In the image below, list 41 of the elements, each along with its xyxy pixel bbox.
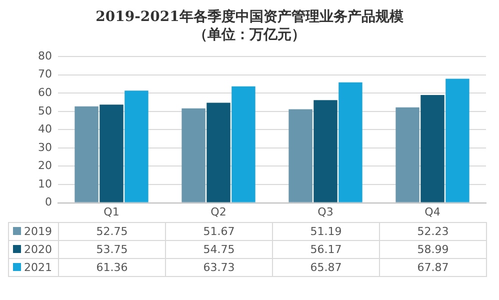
data-label: 58.99: [380, 240, 486, 258]
data-label: 52.23: [380, 222, 486, 240]
bar: [396, 107, 420, 202]
data-label: 65.87: [272, 258, 380, 276]
bar: [232, 86, 256, 202]
x-tick-label: Q4: [424, 205, 440, 218]
y-tick-label: 50: [38, 104, 52, 118]
bar: [338, 82, 362, 202]
bar: [288, 109, 312, 202]
y-tick-label: 40: [38, 122, 52, 136]
y-tick-label: 10: [38, 177, 52, 190]
data-label: 67.87: [380, 258, 486, 276]
legend-label: 2020: [8, 240, 58, 258]
y-tick-label: 0: [45, 196, 52, 209]
x-tick-label: Q1: [104, 205, 120, 218]
bar: [314, 100, 338, 202]
data-label: 56.17: [272, 240, 380, 258]
x-tick-label: Q2: [210, 205, 226, 218]
y-tick-label: 30: [38, 140, 52, 154]
bar: [446, 78, 470, 202]
data-label: 52.75: [58, 222, 166, 240]
bar: [124, 90, 148, 202]
data-label: 54.75: [166, 240, 272, 258]
y-tick-label: 70: [38, 68, 52, 81]
y-tick-label: 60: [38, 86, 52, 100]
data-label: 61.36: [58, 258, 166, 276]
y-tick-label: 20: [38, 159, 52, 172]
bar: [100, 104, 124, 202]
data-label: 51.67: [166, 222, 272, 240]
legend-label: 2019: [8, 222, 58, 240]
x-tick-label: Q3: [318, 205, 334, 218]
chart-title: 2019-2021年各季度中国资产管理业务产品规模（单位：万亿元）: [94, 8, 404, 44]
bar: [206, 102, 230, 202]
bar: [74, 106, 98, 202]
y-tick-label: 80: [38, 49, 52, 62]
legend-label: 2021: [8, 258, 58, 276]
data-label: 53.75: [58, 240, 166, 258]
bar: [420, 94, 444, 202]
bar: [182, 108, 206, 202]
data-label: 51.19: [272, 222, 380, 240]
data-label: 63.73: [166, 258, 272, 276]
